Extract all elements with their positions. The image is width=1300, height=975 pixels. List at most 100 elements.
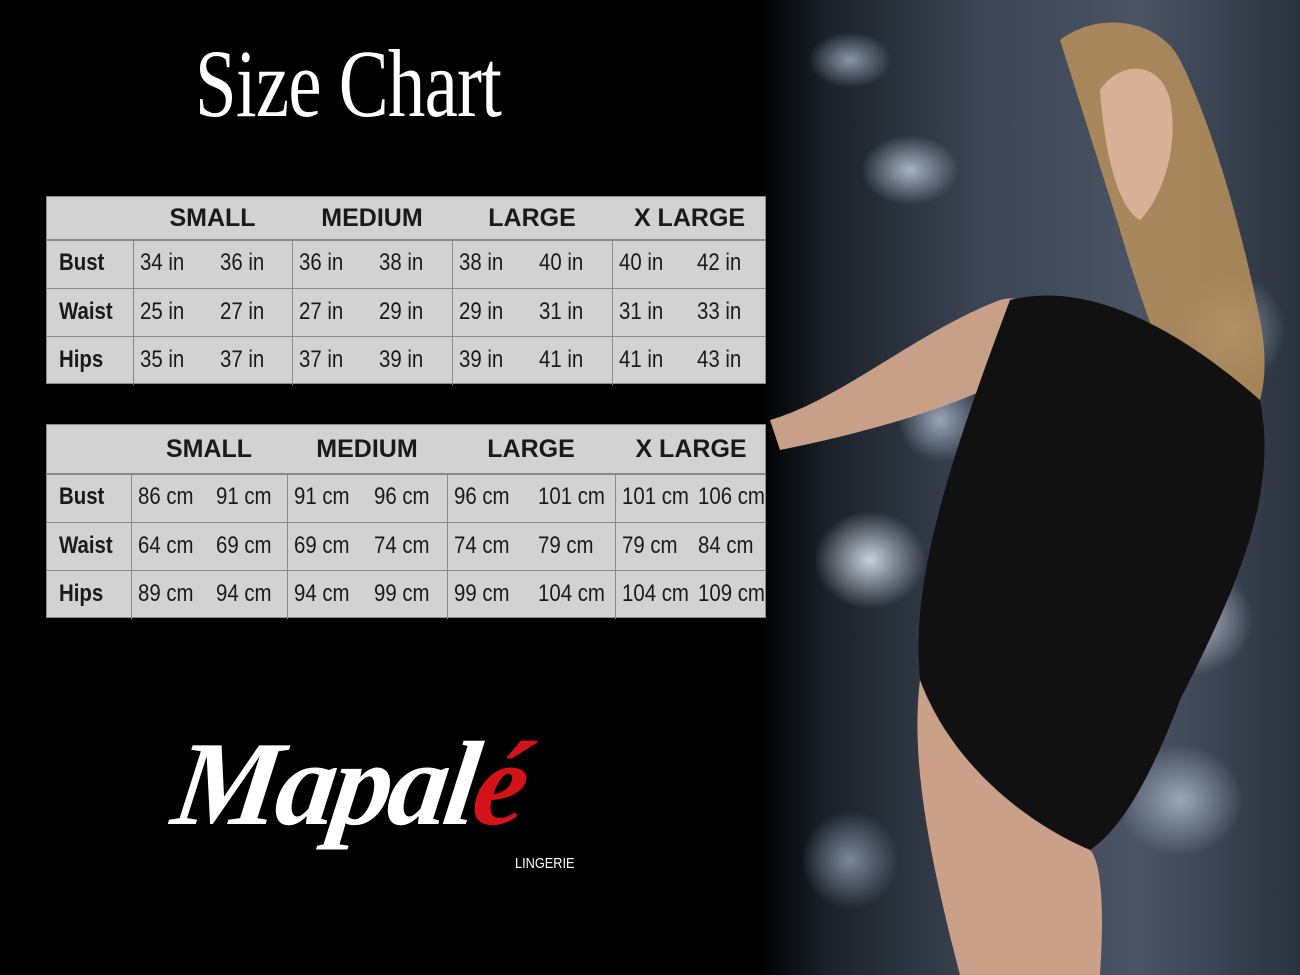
- measurement-cell: 94 cm: [216, 580, 272, 608]
- measurement-cell: 27 in: [219, 297, 264, 325]
- measurement-cell: 27 in: [299, 297, 344, 325]
- table-row: Waist 25 in 27 in 27 in 29 in 29 in 31 in 31 in…: [47, 287, 765, 338]
- column-divider: [447, 473, 448, 522]
- measurement-cell: 96 cm: [374, 483, 430, 510]
- table-row: Hips 35 in 37 in 37 in 39 in 39 in 41 in 41 in 4…: [47, 336, 765, 385]
- measurement-cell: 94 cm: [294, 580, 350, 608]
- size-header: X LARGE: [635, 435, 747, 463]
- measurement-cell: 99 cm: [374, 580, 430, 608]
- measurement-cell: 69 cm: [294, 531, 350, 559]
- column-divider: [612, 239, 613, 288]
- column-divider: [131, 473, 132, 522]
- column-divider: [615, 570, 616, 619]
- column-divider: [612, 287, 613, 337]
- measurement-cell: 39 in: [379, 346, 424, 374]
- table-header: SMALL MEDIUM LARGE X LARGE: [47, 197, 765, 241]
- size-table-in: SMALL MEDIUM LARGE X LARGE Bust 34 in 36 in 36 …: [46, 196, 766, 385]
- column-divider: [452, 239, 453, 288]
- column-divider: [615, 473, 616, 522]
- measurement-cell: 37 in: [219, 346, 264, 374]
- measurement-cell: 37 in: [299, 346, 344, 374]
- column-divider: [292, 336, 293, 385]
- measurement-cell: 104 cm: [622, 580, 689, 608]
- size-header: SMALL: [165, 435, 253, 463]
- measurement-cell: 43 in: [696, 346, 741, 374]
- logo-text: Mapal: [165, 717, 485, 850]
- measurement-cell: 33 in: [696, 297, 741, 325]
- measurement-cell: 35 in: [140, 346, 185, 374]
- table-row: Bust 86 cm 91 cm 91 cm 96 cm 96 cm 101 cm 101 c…: [47, 473, 765, 523]
- column-divider: [612, 336, 613, 385]
- column-divider: [131, 521, 132, 571]
- measurement-cell: 74 cm: [454, 531, 510, 559]
- measurement-cell: 96 cm: [454, 483, 510, 510]
- table-header: SMALL MEDIUM LARGE X LARGE: [47, 425, 765, 475]
- measurement-cell: 69 cm: [216, 531, 272, 559]
- measurement-cell: 101 cm: [622, 483, 689, 510]
- brand-logo: Mapalé: [165, 715, 534, 853]
- measurement-cell: 25 in: [140, 297, 185, 325]
- measurement-cell: 104 cm: [538, 580, 605, 608]
- measurement-cell: 40 in: [619, 249, 664, 276]
- row-label: Bust: [59, 483, 105, 510]
- size-header: X LARGE: [633, 204, 746, 232]
- measurement-cell: 38 in: [379, 249, 424, 276]
- column-divider: [615, 521, 616, 571]
- row-label: Hips: [59, 580, 104, 608]
- measurement-cell: 40 in: [539, 249, 584, 276]
- measurement-cell: 79 cm: [622, 531, 678, 559]
- page-title: Size Chart: [195, 30, 502, 137]
- measurement-cell: 41 in: [539, 346, 584, 374]
- column-divider: [287, 473, 288, 522]
- column-divider: [452, 287, 453, 337]
- model-figure: [770, 22, 1265, 975]
- measurement-cell: 39 in: [459, 346, 504, 374]
- measurement-cell: 106 cm: [698, 483, 765, 510]
- measurement-cell: 41 in: [619, 346, 664, 374]
- column-divider: [287, 570, 288, 619]
- row-label: Waist: [59, 531, 113, 559]
- measurement-cell: 101 cm: [538, 483, 605, 510]
- measurement-cell: 91 cm: [216, 483, 272, 510]
- size-table-cm: SMALL MEDIUM LARGE X LARGE Bust 86 cm 91 cm 91 …: [46, 424, 766, 619]
- measurement-cell: 86 cm: [138, 483, 194, 510]
- table-row: Bust 34 in 36 in 36 in 38 in 38 in 40 in 40 in 4…: [47, 239, 765, 289]
- size-header: MEDIUM: [321, 204, 423, 232]
- measurement-cell: 64 cm: [138, 531, 194, 559]
- column-divider: [133, 239, 134, 288]
- measurement-cell: 36 in: [219, 249, 264, 276]
- measurement-cell: 99 cm: [454, 580, 510, 608]
- measurement-cell: 91 cm: [294, 483, 350, 510]
- measurement-cell: 38 in: [459, 249, 504, 276]
- measurement-cell: 109 cm: [698, 580, 765, 608]
- size-header: LARGE: [487, 435, 575, 463]
- size-header: LARGE: [488, 204, 576, 232]
- column-divider: [447, 521, 448, 571]
- measurement-cell: 74 cm: [374, 531, 430, 559]
- row-label: Waist: [59, 297, 113, 325]
- table-row: Hips 89 cm 94 cm 94 cm 99 cm 99 cm 104 cm 104 c…: [47, 570, 765, 619]
- column-divider: [452, 336, 453, 385]
- column-divider: [133, 287, 134, 337]
- column-divider: [447, 570, 448, 619]
- measurement-cell: 31 in: [619, 297, 664, 325]
- row-label: Bust: [59, 249, 105, 276]
- row-label: Hips: [59, 346, 104, 374]
- measurement-cell: 29 in: [459, 297, 504, 325]
- measurement-cell: 79 cm: [538, 531, 594, 559]
- column-divider: [133, 336, 134, 385]
- measurement-cell: 34 in: [140, 249, 185, 276]
- column-divider: [131, 570, 132, 619]
- measurement-cell: 42 in: [696, 249, 741, 276]
- column-divider: [287, 521, 288, 571]
- column-divider: [292, 287, 293, 337]
- measurement-cell: 29 in: [379, 297, 424, 325]
- measurement-cell: 36 in: [299, 249, 344, 276]
- measurement-cell: 84 cm: [698, 531, 754, 559]
- measurement-cell: 31 in: [539, 297, 584, 325]
- measurement-cell: 89 cm: [138, 580, 194, 608]
- size-header: SMALL: [169, 204, 256, 232]
- table-row: Waist 64 cm 69 cm 69 cm 74 cm 74 cm 79 cm 79 cm…: [47, 521, 765, 572]
- column-divider: [292, 239, 293, 288]
- logo-tagline: LINGERIE: [515, 855, 575, 872]
